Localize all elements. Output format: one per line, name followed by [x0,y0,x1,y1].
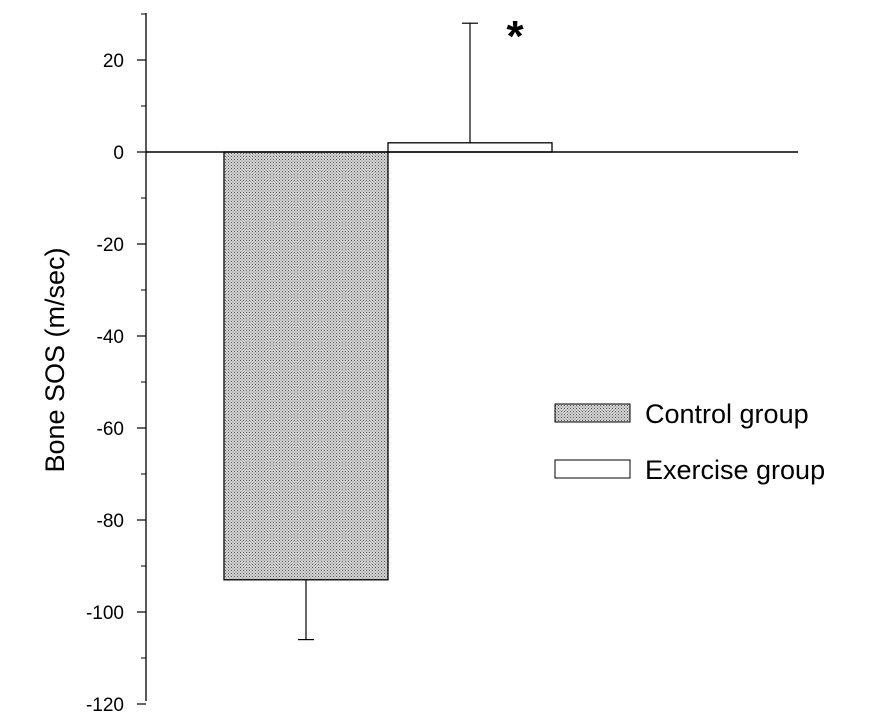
y-tick-label: -120 [86,695,124,712]
legend-label-exercise: Exercise group [645,455,825,485]
y-tick-label: 20 [103,51,124,72]
legend-swatch-control [554,403,631,423]
y-tick-label: -20 [97,235,124,256]
legend-swatch-exercise [554,459,631,479]
bar-control-group [223,151,389,581]
significance-asterisk: * [506,12,524,61]
y-axis-label: Bone SOS (m/sec) [40,247,70,472]
y-tick-label: 0 [113,143,124,164]
bar-exercise-group [387,142,553,153]
bars [223,22,553,641]
y-tick-label: -80 [97,511,124,532]
legend: Control group Exercise group [554,399,825,485]
y-tick-label: -100 [86,603,124,624]
legend-label-control: Control group [645,399,809,429]
y-tick-label: -60 [97,419,124,440]
y-axis-ticks: 20 0 -20 -40 -60 -80 -100 -120 [86,13,146,712]
y-tick-label: -40 [97,327,124,348]
